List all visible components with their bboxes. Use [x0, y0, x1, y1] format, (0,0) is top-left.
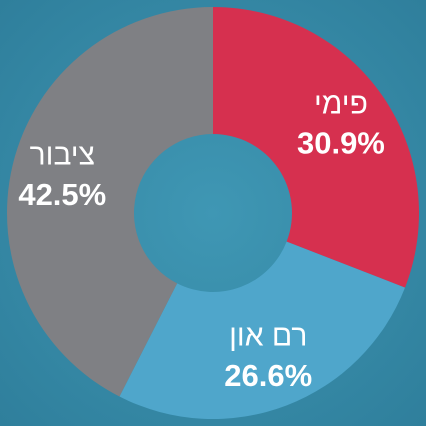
value-label: 42.5%	[18, 177, 106, 212]
value-label: 30.9%	[297, 126, 385, 161]
slice	[213, 7, 420, 288]
category-label: פימי	[314, 87, 368, 120]
labels: פימי 30.9% רם און 26.6% ציבור 42.5%	[18, 87, 385, 393]
category-label: רם און	[229, 320, 307, 353]
slice	[7, 7, 213, 397]
value-label: 26.6%	[224, 358, 312, 393]
slice	[119, 241, 406, 419]
slices	[7, 7, 420, 419]
category-label: ציבור	[30, 139, 95, 172]
